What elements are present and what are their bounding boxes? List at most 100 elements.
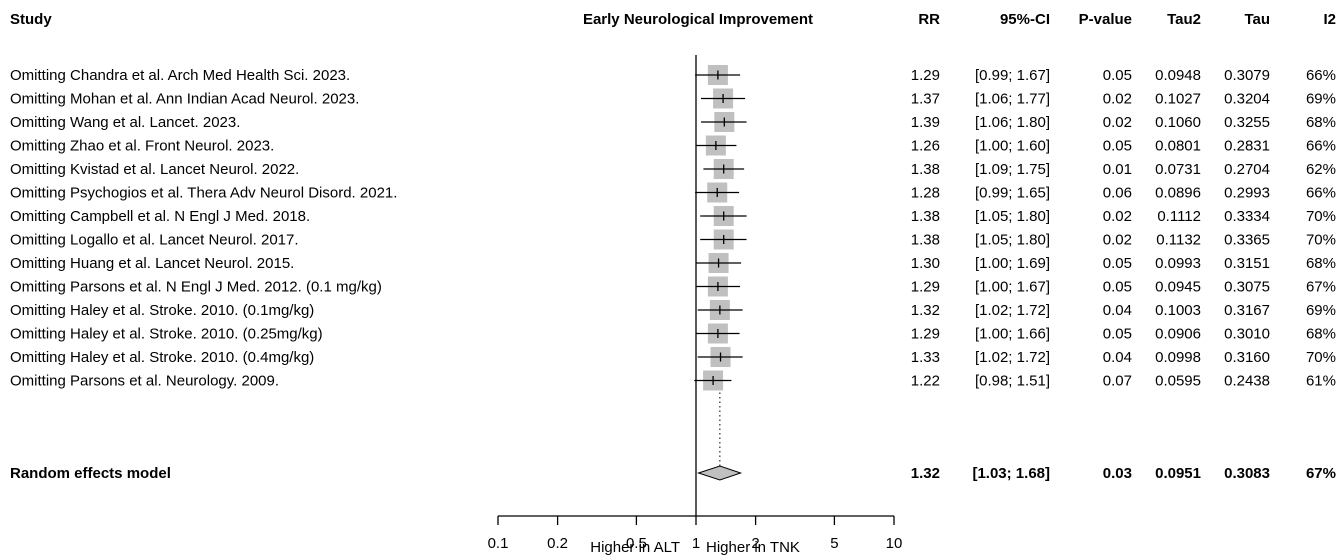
x-tick-label: 10 — [886, 535, 903, 552]
chart-title: Early Neurological Improvement — [583, 11, 813, 28]
tau-value: 0.3334 — [1224, 208, 1270, 225]
i2-value: 70% — [1306, 208, 1336, 225]
ci-value: [1.02; 1.72] — [975, 302, 1050, 319]
pvalue-column-header: P-value — [1079, 11, 1132, 28]
x-tick-label: 0.1 — [488, 535, 509, 552]
i2-value: 70% — [1306, 349, 1336, 366]
rr-value: 1.39 — [911, 114, 940, 131]
x-axis-left-label: Higher in ALT — [590, 539, 680, 556]
x-tick-label: 5 — [830, 535, 838, 552]
tau2-value: 0.1060 — [1155, 114, 1201, 131]
tau-value: 0.2704 — [1224, 161, 1270, 178]
i2-value: 61% — [1306, 373, 1336, 390]
summary-label: Random effects model — [10, 465, 171, 482]
i2-value: 68% — [1306, 255, 1336, 272]
rr-value: 1.32 — [911, 302, 940, 319]
study-label: Omitting Parsons et al. Neurology. 2009. — [10, 373, 279, 390]
ci-value: [1.02; 1.72] — [975, 349, 1050, 366]
tau2-value: 0.1003 — [1155, 302, 1201, 319]
p-value: 0.02 — [1103, 232, 1132, 249]
p-value: 0.04 — [1103, 302, 1132, 319]
p-value: 0.05 — [1103, 67, 1132, 84]
tau-column-header: Tau — [1244, 11, 1270, 28]
ci-value: [1.05; 1.80] — [975, 232, 1050, 249]
p-value: 0.02 — [1103, 91, 1132, 108]
p-value: 0.05 — [1103, 279, 1132, 296]
summary-tau2-value: 0.0951 — [1155, 465, 1201, 482]
header-row: Study Early Neurological Improvement RR … — [10, 11, 1336, 28]
i2-value: 67% — [1306, 279, 1336, 296]
x-tick-label: 2 — [751, 535, 759, 552]
x-tick-label: 0.5 — [626, 535, 647, 552]
rr-value: 1.26 — [911, 138, 940, 155]
study-rows: Omitting Chandra et al. Arch Med Health … — [10, 67, 1336, 482]
study-label: Omitting Mohan et al. Ann Indian Acad Ne… — [10, 91, 359, 108]
ci-value: [1.00; 1.60] — [975, 138, 1050, 155]
study-label: Omitting Haley et al. Stroke. 2010. (0.1… — [10, 302, 314, 319]
study-label: Omitting Haley et al. Stroke. 2010. (0.2… — [10, 326, 323, 343]
i2-value: 69% — [1306, 302, 1336, 319]
study-label: Omitting Logallo et al. Lancet Neurol. 2… — [10, 232, 299, 249]
summary-tau-value: 0.3083 — [1224, 465, 1270, 482]
tau-value: 0.3167 — [1224, 302, 1270, 319]
i2-value: 66% — [1306, 67, 1336, 84]
rr-value: 1.29 — [911, 279, 940, 296]
i2-value: 68% — [1306, 326, 1336, 343]
i2-column-header: I2 — [1323, 11, 1336, 28]
p-value: 0.02 — [1103, 208, 1132, 225]
p-value: 0.01 — [1103, 161, 1132, 178]
ci-value: [0.99; 1.67] — [975, 67, 1050, 84]
x-tick-label: 0.2 — [547, 535, 568, 552]
study-label: Omitting Parsons et al. N Engl J Med. 20… — [10, 279, 382, 296]
tau-value: 0.2993 — [1224, 185, 1270, 202]
study-label: Omitting Haley et al. Stroke. 2010. (0.4… — [10, 349, 314, 366]
ci-column-header: 95%-CI — [1000, 11, 1050, 28]
p-value: 0.05 — [1103, 255, 1132, 272]
tau2-value: 0.0948 — [1155, 67, 1201, 84]
tau2-value: 0.0896 — [1155, 185, 1201, 202]
p-value: 0.06 — [1103, 185, 1132, 202]
tau2-value: 0.0993 — [1155, 255, 1201, 272]
tau2-value: 0.0731 — [1155, 161, 1201, 178]
rr-value: 1.30 — [911, 255, 940, 272]
rr-value: 1.29 — [911, 67, 940, 84]
x-tick-label: 1 — [692, 535, 700, 552]
p-value: 0.04 — [1103, 349, 1132, 366]
study-label: Omitting Chandra et al. Arch Med Health … — [10, 67, 350, 84]
tau2-column-header: Tau2 — [1167, 11, 1201, 28]
tau-value: 0.3010 — [1224, 326, 1270, 343]
study-label: Omitting Huang et al. Lancet Neurol. 201… — [10, 255, 294, 272]
p-value: 0.05 — [1103, 138, 1132, 155]
ci-value: [1.05; 1.80] — [975, 208, 1050, 225]
i2-value: 62% — [1306, 161, 1336, 178]
tau2-value: 0.0801 — [1155, 138, 1201, 155]
study-label: Omitting Psychogios et al. Thera Adv Neu… — [10, 185, 397, 202]
ci-value: [1.00; 1.66] — [975, 326, 1050, 343]
p-value: 0.07 — [1103, 373, 1132, 390]
summary-i2-value: 67% — [1306, 465, 1336, 482]
study-label: Omitting Wang et al. Lancet. 2023. — [10, 114, 240, 131]
i2-value: 70% — [1306, 232, 1336, 249]
study-label: Omitting Kvistad et al. Lancet Neurol. 2… — [10, 161, 299, 178]
i2-value: 66% — [1306, 138, 1336, 155]
ci-value: [1.00; 1.67] — [975, 279, 1050, 296]
p-value: 0.02 — [1103, 114, 1132, 131]
rr-value: 1.29 — [911, 326, 940, 343]
tau2-value: 0.1112 — [1157, 208, 1201, 225]
tau-value: 0.2438 — [1224, 373, 1270, 390]
summary-rr-value: 1.32 — [911, 465, 940, 482]
tau-value: 0.2831 — [1224, 138, 1270, 155]
ci-value: [1.00; 1.69] — [975, 255, 1050, 272]
tau-value: 0.3151 — [1224, 255, 1270, 272]
p-value: 0.05 — [1103, 326, 1132, 343]
tau2-value: 0.0998 — [1155, 349, 1201, 366]
tau2-value: 0.0906 — [1155, 326, 1201, 343]
ci-value: [1.06; 1.80] — [975, 114, 1050, 131]
ci-value: [0.98; 1.51] — [975, 373, 1050, 390]
ci-value: [1.09; 1.75] — [975, 161, 1050, 178]
rr-value: 1.38 — [911, 232, 940, 249]
rr-value: 1.33 — [911, 349, 940, 366]
tau2-value: 0.0595 — [1155, 373, 1201, 390]
ci-value: [0.99; 1.65] — [975, 185, 1050, 202]
